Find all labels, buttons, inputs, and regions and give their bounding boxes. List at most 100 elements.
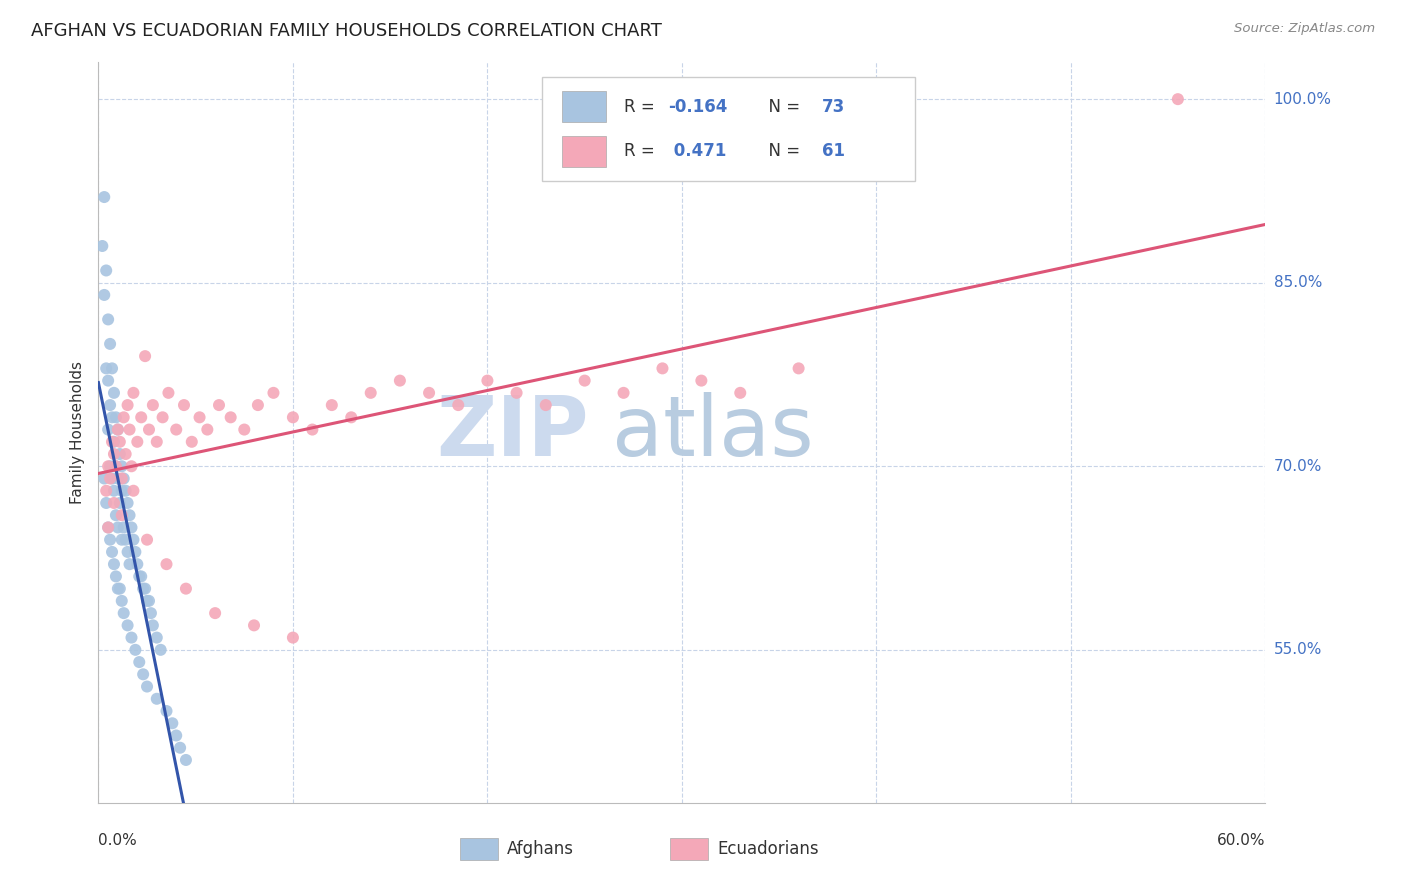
Point xyxy=(321,398,343,412)
Text: N =: N = xyxy=(758,143,806,161)
Text: AFGHAN VS ECUADORIAN FAMILY HOUSEHOLDS CORRELATION CHART: AFGHAN VS ECUADORIAN FAMILY HOUSEHOLDS C… xyxy=(31,22,662,40)
Point xyxy=(101,410,124,425)
Point xyxy=(112,410,135,425)
Point xyxy=(104,459,127,474)
Point xyxy=(108,447,131,461)
Point xyxy=(103,483,125,498)
Point xyxy=(103,447,125,461)
Point xyxy=(129,569,152,583)
Point xyxy=(96,496,118,510)
Point xyxy=(204,606,226,620)
Point xyxy=(91,239,114,253)
Point xyxy=(114,533,136,547)
Point xyxy=(340,410,363,425)
Point xyxy=(101,361,124,376)
Point xyxy=(165,729,187,743)
Point xyxy=(114,447,136,461)
Point xyxy=(155,704,177,718)
FancyBboxPatch shape xyxy=(562,91,606,122)
Point xyxy=(103,496,125,510)
Point xyxy=(122,483,145,498)
Point xyxy=(142,618,165,632)
Point xyxy=(301,423,323,437)
Point xyxy=(127,557,149,571)
Point xyxy=(117,496,139,510)
Point xyxy=(129,410,152,425)
Point xyxy=(281,631,304,645)
Point xyxy=(281,410,304,425)
Point xyxy=(233,423,256,437)
Point xyxy=(96,263,118,277)
Point xyxy=(162,716,184,731)
Point xyxy=(108,434,131,449)
Point xyxy=(108,582,131,596)
Point xyxy=(122,385,145,400)
Point xyxy=(97,520,120,534)
Point xyxy=(132,582,155,596)
Point xyxy=(127,434,149,449)
Point xyxy=(111,508,134,523)
Point xyxy=(169,740,191,755)
Point xyxy=(139,606,162,620)
Point xyxy=(107,520,129,534)
Text: 61: 61 xyxy=(823,143,845,161)
Text: 73: 73 xyxy=(823,98,845,116)
Point xyxy=(180,434,202,449)
Point xyxy=(97,459,120,474)
Text: -0.164: -0.164 xyxy=(668,98,727,116)
Point xyxy=(103,557,125,571)
Text: 0.471: 0.471 xyxy=(668,143,727,161)
Point xyxy=(97,312,120,326)
Point xyxy=(219,410,242,425)
FancyBboxPatch shape xyxy=(541,78,915,181)
Point xyxy=(418,385,440,400)
Point xyxy=(107,423,129,437)
Point xyxy=(505,385,527,400)
Point xyxy=(174,582,197,596)
Point xyxy=(146,691,169,706)
Point xyxy=(534,398,557,412)
Point xyxy=(122,533,145,547)
Point xyxy=(132,667,155,681)
Point xyxy=(613,385,636,400)
Point xyxy=(124,643,146,657)
Point xyxy=(128,569,150,583)
Point xyxy=(388,374,411,388)
Point xyxy=(174,753,197,767)
Point xyxy=(96,361,118,376)
Point xyxy=(128,655,150,669)
Point xyxy=(103,385,125,400)
Point xyxy=(149,643,172,657)
Point xyxy=(117,545,139,559)
Point xyxy=(93,471,115,485)
Point xyxy=(195,423,218,437)
Point xyxy=(165,423,187,437)
Point xyxy=(117,618,139,632)
Point xyxy=(104,569,127,583)
Point xyxy=(98,398,121,412)
Point xyxy=(124,545,146,559)
Point xyxy=(157,385,180,400)
Point xyxy=(138,423,160,437)
Point xyxy=(1167,92,1189,106)
Point xyxy=(101,434,124,449)
Text: R =: R = xyxy=(624,143,659,161)
Point xyxy=(112,520,135,534)
Point xyxy=(97,520,120,534)
Text: atlas: atlas xyxy=(612,392,814,473)
Point xyxy=(134,349,156,363)
Text: R =: R = xyxy=(624,98,659,116)
Point xyxy=(98,337,121,351)
Point xyxy=(111,594,134,608)
Point xyxy=(107,423,129,437)
Point xyxy=(108,496,131,510)
Point xyxy=(142,398,165,412)
Point xyxy=(246,398,269,412)
Text: 70.0%: 70.0% xyxy=(1274,458,1322,474)
Point xyxy=(121,520,143,534)
Point xyxy=(96,483,118,498)
Point xyxy=(188,410,211,425)
Point xyxy=(208,398,231,412)
Point xyxy=(690,374,713,388)
Point xyxy=(136,533,159,547)
